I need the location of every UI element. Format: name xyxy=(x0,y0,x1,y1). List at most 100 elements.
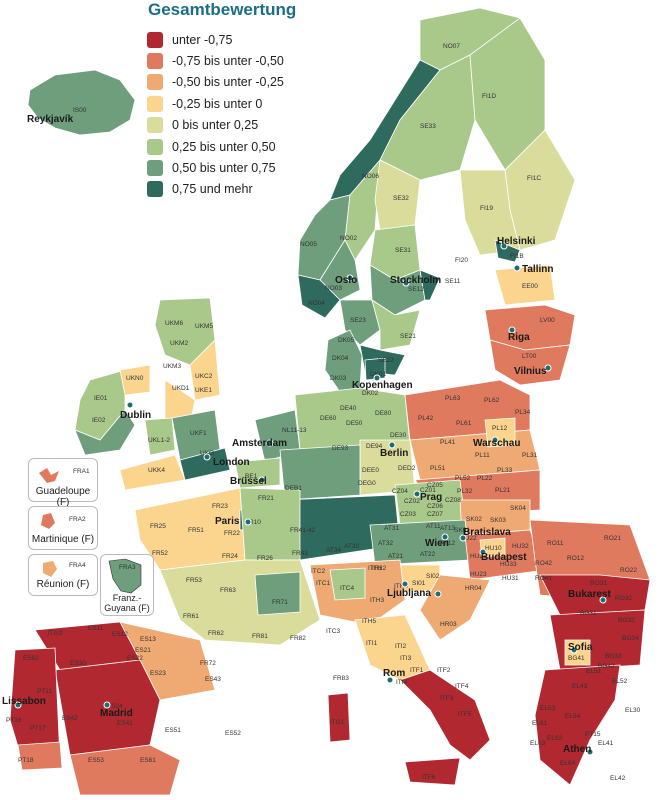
region-code: EL63 xyxy=(530,740,546,747)
city-dot xyxy=(434,590,442,598)
inset-label: Réunion (F) xyxy=(36,579,90,590)
region-BE[interactable] xyxy=(234,457,281,489)
region-code: EL64 xyxy=(560,760,576,767)
region-UKN0[interactable] xyxy=(119,364,151,396)
legend-item: 0,50 bis unter 0,75 xyxy=(147,157,284,178)
region-code: SE12 xyxy=(408,286,424,293)
city-dot xyxy=(126,401,134,409)
city-dot xyxy=(103,701,111,709)
region-LT00[interactable] xyxy=(489,339,571,386)
region-IE02[interactable] xyxy=(74,409,136,456)
region-SE21[interactable] xyxy=(371,299,421,351)
region-code: ES12 xyxy=(112,631,128,638)
region-code: UKM2 xyxy=(170,340,188,347)
region-code: IE01 xyxy=(94,395,108,402)
legend-item: 0,25 bis unter 0,50 xyxy=(147,136,284,157)
region-DK01[interactable] xyxy=(364,357,386,381)
region-code: PL22 xyxy=(477,475,493,482)
city-markers: Reykjavík Helsinki Tallinn Oslo Stockhol… xyxy=(2,114,611,756)
region-code: PL12 xyxy=(492,425,508,432)
region-PT15[interactable] xyxy=(17,741,63,771)
city-label-wien: Wien xyxy=(425,538,449,549)
inset-martinique[interactable]: FRA2 Martinique (F) xyxy=(28,506,98,550)
region-code: ITF6 xyxy=(422,774,436,781)
region-code: BG34 xyxy=(622,635,639,642)
region-IS00[interactable] xyxy=(27,69,136,136)
region-code: PL34 xyxy=(515,409,531,416)
city-dot xyxy=(586,748,594,756)
region-code: FR63 xyxy=(220,587,236,594)
region-code: CZ05 xyxy=(427,482,443,489)
region-code: AT33 xyxy=(344,543,359,550)
region-code: ITF4 xyxy=(455,683,469,690)
region-ES-south[interactable] xyxy=(69,744,181,796)
region-code: ES42 xyxy=(62,715,78,722)
region-code: PL32 xyxy=(457,488,473,495)
region-code: PL63 xyxy=(445,395,461,402)
region-code: ES52 xyxy=(225,730,241,737)
region-code: SE23 xyxy=(350,317,366,324)
inset-guadeloupe[interactable]: FRA1 Guadeloupe (F) xyxy=(28,458,98,508)
region-code: FR51 xyxy=(188,527,204,534)
region-code: SK01 xyxy=(454,527,470,534)
legend-swatch xyxy=(147,138,163,155)
region-code: EL41 xyxy=(598,740,614,747)
region-UKC[interactable] xyxy=(189,339,221,401)
legend-item: 0 bis unter 0,25 xyxy=(147,115,284,136)
region-ITG1[interactable] xyxy=(404,757,461,786)
region-code: FR10 xyxy=(245,519,261,526)
inset-guyana[interactable]: FRA3 Franz.- Guyana (F) xyxy=(100,554,154,616)
inset-reunion[interactable]: FRA4 Réunion (F) xyxy=(28,554,98,596)
region-code: ITH4 xyxy=(394,583,408,590)
city-label-madrid: Madrid xyxy=(100,708,133,719)
region-code: HU31 xyxy=(502,575,519,582)
region-code: ES21 xyxy=(135,647,151,654)
region-code: ITI2 xyxy=(395,643,407,650)
region-FR71[interactable] xyxy=(254,571,301,616)
city-label-london: London xyxy=(213,457,250,468)
region-code: BG42 xyxy=(598,663,615,670)
region-code: EL42 xyxy=(610,775,626,782)
region-code: CZ01 xyxy=(420,487,436,494)
region-code: CZ07 xyxy=(427,511,443,518)
region-DE-west[interactable] xyxy=(279,444,361,501)
inset-label: Guadeloupe (F) xyxy=(35,486,91,508)
region-code: FR53 xyxy=(186,577,202,584)
region-code: NO04 xyxy=(308,300,325,307)
region-EL[interactable] xyxy=(534,664,621,786)
region-code: PT11 xyxy=(37,688,52,695)
region-code: FR25 xyxy=(150,523,166,530)
region-code: DE60 xyxy=(320,415,337,422)
map-title: Gesamtbewertung xyxy=(148,0,297,19)
region-code: PL42 xyxy=(418,415,434,422)
region-ITG2[interactable] xyxy=(327,692,351,743)
region-EE00[interactable] xyxy=(494,264,556,306)
region-IT-south[interactable] xyxy=(399,669,491,761)
region-UKI[interactable] xyxy=(179,447,231,481)
region-code: UKM5 xyxy=(195,323,213,330)
legend-item: unter -0,75 xyxy=(147,29,284,50)
region-SE11[interactable] xyxy=(419,269,441,301)
region-code: FI1D xyxy=(482,93,496,100)
region-code: HR04 xyxy=(465,585,482,592)
city-label-warschau: Warschau xyxy=(473,438,520,449)
region-code: EL52 xyxy=(612,678,628,685)
region-RO-south[interactable] xyxy=(539,574,651,616)
region-code: FR81 xyxy=(252,633,268,640)
region-NO02[interactable] xyxy=(344,158,381,261)
region-ITC4[interactable] xyxy=(329,567,366,601)
region-NO04[interactable] xyxy=(297,274,341,319)
city-dot xyxy=(388,441,396,449)
region-code: NO05 xyxy=(300,241,317,248)
region-code: PL41 xyxy=(440,439,456,446)
region-code: EL51 xyxy=(586,668,602,675)
region-code: EL61 xyxy=(532,720,548,727)
region-BG41[interactable] xyxy=(564,639,591,666)
region-code: SE22 xyxy=(378,357,394,364)
region-code: DED2 xyxy=(398,465,416,472)
region-ES-northeast[interactable] xyxy=(119,621,216,701)
region-UKL[interactable] xyxy=(144,417,176,456)
region-code: DK02 xyxy=(362,390,379,397)
region-code: CZ04 xyxy=(392,488,408,495)
city-label-ljubljana: Ljubljana xyxy=(387,588,431,599)
